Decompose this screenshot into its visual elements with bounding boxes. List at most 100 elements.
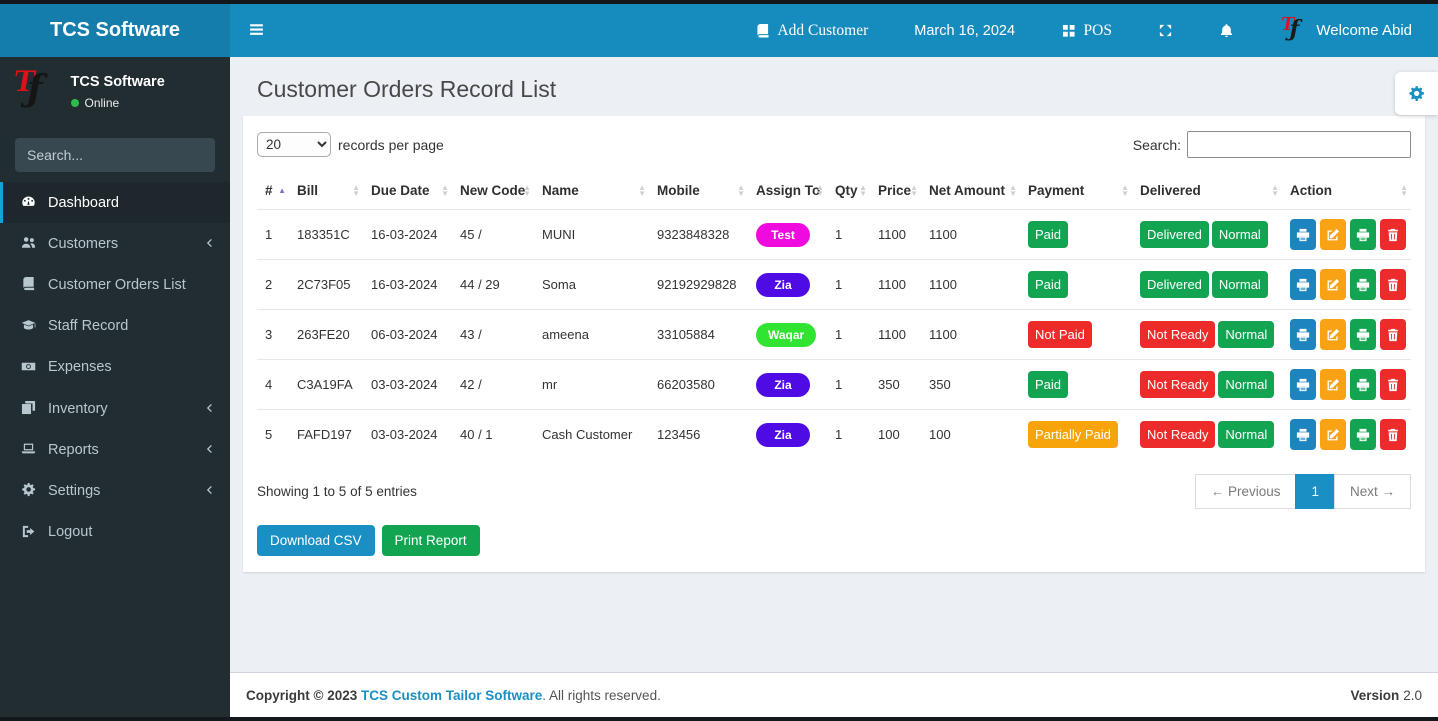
col-payment[interactable]: Payment ▲ ▼ bbox=[1028, 182, 1129, 198]
col-delivered[interactable]: Delivered ▲ ▼ bbox=[1140, 182, 1279, 198]
print-icon bbox=[1356, 228, 1370, 242]
assign-badge: Zia bbox=[756, 272, 810, 297]
print-receipt-button[interactable] bbox=[1350, 269, 1376, 300]
next-page-button[interactable]: Next → bbox=[1333, 473, 1411, 509]
priority-badge[interactable]: Normal bbox=[1218, 371, 1275, 398]
print-button[interactable] bbox=[1290, 369, 1316, 400]
col-qty[interactable]: Qty ▲ ▼ bbox=[835, 182, 867, 198]
print-button[interactable] bbox=[1290, 319, 1316, 350]
col-bill[interactable]: Bill ▲ ▼ bbox=[297, 182, 360, 198]
payment-status-badge[interactable]: Not Paid bbox=[1028, 321, 1092, 348]
delete-button[interactable] bbox=[1380, 419, 1406, 451]
table-row: 2 2C73F05 16-03-2024 44 / 29 Soma 921929… bbox=[257, 259, 1411, 310]
sidebar-item-dashboard[interactable]: Dashboard bbox=[0, 182, 230, 224]
page-title: Customer Orders Record List bbox=[257, 76, 557, 102]
edit-button[interactable] bbox=[1320, 219, 1346, 250]
priority-badge[interactable]: Normal bbox=[1218, 421, 1275, 449]
orders-table: # ▲ Bill ▲ ▼ Due Date ▲ ▼ New Code ▲ ▼ Name… bbox=[257, 172, 1411, 460]
sidebar-item-inventory[interactable]: Inventory bbox=[0, 388, 230, 429]
delivered-status-badge[interactable]: Not Ready bbox=[1140, 321, 1216, 348]
print-receipt-button[interactable] bbox=[1350, 219, 1376, 250]
sort-icons: ▲ ▼ bbox=[638, 182, 646, 198]
payment-status-badge[interactable]: Partially Paid bbox=[1028, 421, 1118, 449]
col-due-date[interactable]: Due Date ▲ ▼ bbox=[371, 182, 449, 198]
print-receipt-button[interactable] bbox=[1350, 319, 1376, 350]
print-icon bbox=[1296, 278, 1310, 292]
payment-status-badge[interactable]: Paid bbox=[1028, 271, 1069, 298]
print-button[interactable] bbox=[1290, 419, 1316, 451]
edit-button[interactable] bbox=[1320, 419, 1346, 451]
grid-icon bbox=[1061, 23, 1077, 39]
welcome-label: Welcome Abid bbox=[1316, 22, 1412, 39]
pagination: ← Previous 1 Next → bbox=[1194, 473, 1411, 509]
pos-link[interactable]: POS bbox=[1061, 22, 1112, 40]
print-icon bbox=[1356, 278, 1370, 292]
add-customer-link[interactable]: Add Customer bbox=[755, 22, 868, 40]
delete-button[interactable] bbox=[1380, 219, 1406, 250]
delete-button[interactable] bbox=[1380, 269, 1406, 300]
edit-button[interactable] bbox=[1320, 369, 1346, 400]
previous-page-button[interactable]: ← Previous bbox=[1194, 473, 1297, 509]
sidebar-item-customers[interactable]: Customers bbox=[0, 223, 230, 264]
sort-icons: ▲ ▼ bbox=[859, 182, 867, 198]
print-report-button[interactable]: Print Report bbox=[381, 524, 480, 556]
payment-status-badge[interactable]: Paid bbox=[1028, 371, 1069, 398]
table-row: 5 FAFD197 03-03-2024 40 / 1 Cash Custome… bbox=[257, 409, 1411, 460]
delete-button[interactable] bbox=[1380, 369, 1406, 400]
payment-status-badge[interactable]: Paid bbox=[1028, 221, 1069, 248]
chevron-left-icon bbox=[203, 443, 215, 455]
sidebar-item-reports[interactable]: Reports bbox=[0, 429, 230, 470]
fullscreen-button[interactable] bbox=[1158, 23, 1173, 38]
settings-panel-toggle[interactable] bbox=[1395, 72, 1438, 115]
print-button[interactable] bbox=[1290, 219, 1316, 250]
footer-link[interactable]: TCS Custom Tailor Software bbox=[361, 687, 543, 703]
table-row: 3 263FE20 06-03-2024 43 / ameena 3310588… bbox=[257, 309, 1411, 360]
sidebar-item-expenses[interactable]: Expenses bbox=[0, 347, 230, 388]
print-receipt-button[interactable] bbox=[1350, 419, 1376, 451]
notifications-button[interactable] bbox=[1219, 23, 1234, 38]
sidebar-user-name: TCS Software bbox=[70, 73, 165, 90]
delivered-status-badge[interactable]: Not Ready bbox=[1140, 421, 1216, 449]
col-new-code[interactable]: New Code ▲ ▼ bbox=[460, 182, 531, 198]
footer: Copyright © 2023 TCS Custom Tailor Softw… bbox=[230, 672, 1438, 717]
print-button[interactable] bbox=[1290, 269, 1316, 300]
priority-badge[interactable]: Normal bbox=[1211, 221, 1268, 248]
delete-button[interactable] bbox=[1380, 319, 1406, 350]
download-csv-button[interactable]: Download CSV bbox=[257, 524, 375, 556]
bell-icon bbox=[1219, 23, 1234, 38]
col-num[interactable]: # ▲ bbox=[265, 183, 286, 198]
priority-badge[interactable]: Normal bbox=[1218, 321, 1275, 348]
print-icon bbox=[1296, 328, 1310, 342]
col-assign-to[interactable]: Assign To ▲ ▼ bbox=[756, 182, 824, 198]
print-receipt-button[interactable] bbox=[1350, 369, 1376, 400]
sidebar-toggle-button[interactable] bbox=[230, 4, 283, 57]
table-search-input[interactable] bbox=[1187, 131, 1411, 158]
laptop-icon bbox=[21, 441, 36, 456]
sidebar-item-staff-record[interactable]: Staff Record bbox=[0, 306, 230, 347]
top-navbar: TCS Software Add Customer March 16, 2024… bbox=[0, 4, 1438, 57]
edit-icon bbox=[1326, 378, 1340, 392]
book-icon bbox=[755, 23, 771, 39]
page-length-select[interactable]: 20 bbox=[257, 132, 331, 157]
col-mobile[interactable]: Mobile ▲ ▼ bbox=[657, 182, 745, 198]
col-price[interactable]: Price ▲ ▼ bbox=[878, 182, 918, 198]
sidebar-item-customer-orders-list[interactable]: Customer Orders List bbox=[0, 264, 230, 305]
delivered-status-badge[interactable]: Not Ready bbox=[1140, 371, 1216, 398]
brand-logo[interactable]: TCS Software bbox=[0, 4, 230, 57]
delivered-status-badge[interactable]: Delivered bbox=[1140, 221, 1209, 248]
print-icon bbox=[1296, 228, 1310, 242]
sidebar-item-logout[interactable]: Logout bbox=[0, 512, 230, 553]
edit-button[interactable] bbox=[1320, 319, 1346, 350]
current-page-button[interactable]: 1 bbox=[1295, 473, 1335, 509]
col-net-amount[interactable]: Net Amount ▲ ▼ bbox=[929, 182, 1017, 198]
col-action[interactable]: Action ▲ ▼ bbox=[1290, 182, 1408, 198]
online-dot-icon bbox=[70, 98, 79, 107]
edit-button[interactable] bbox=[1320, 269, 1346, 300]
col-name[interactable]: Name ▲ ▼ bbox=[542, 182, 646, 198]
sidebar-search-input[interactable] bbox=[15, 138, 215, 172]
users-icon bbox=[21, 235, 36, 250]
priority-badge[interactable]: Normal bbox=[1211, 271, 1268, 298]
sidebar-item-settings[interactable]: Settings bbox=[0, 470, 230, 511]
delivered-status-badge[interactable]: Delivered bbox=[1140, 271, 1209, 298]
